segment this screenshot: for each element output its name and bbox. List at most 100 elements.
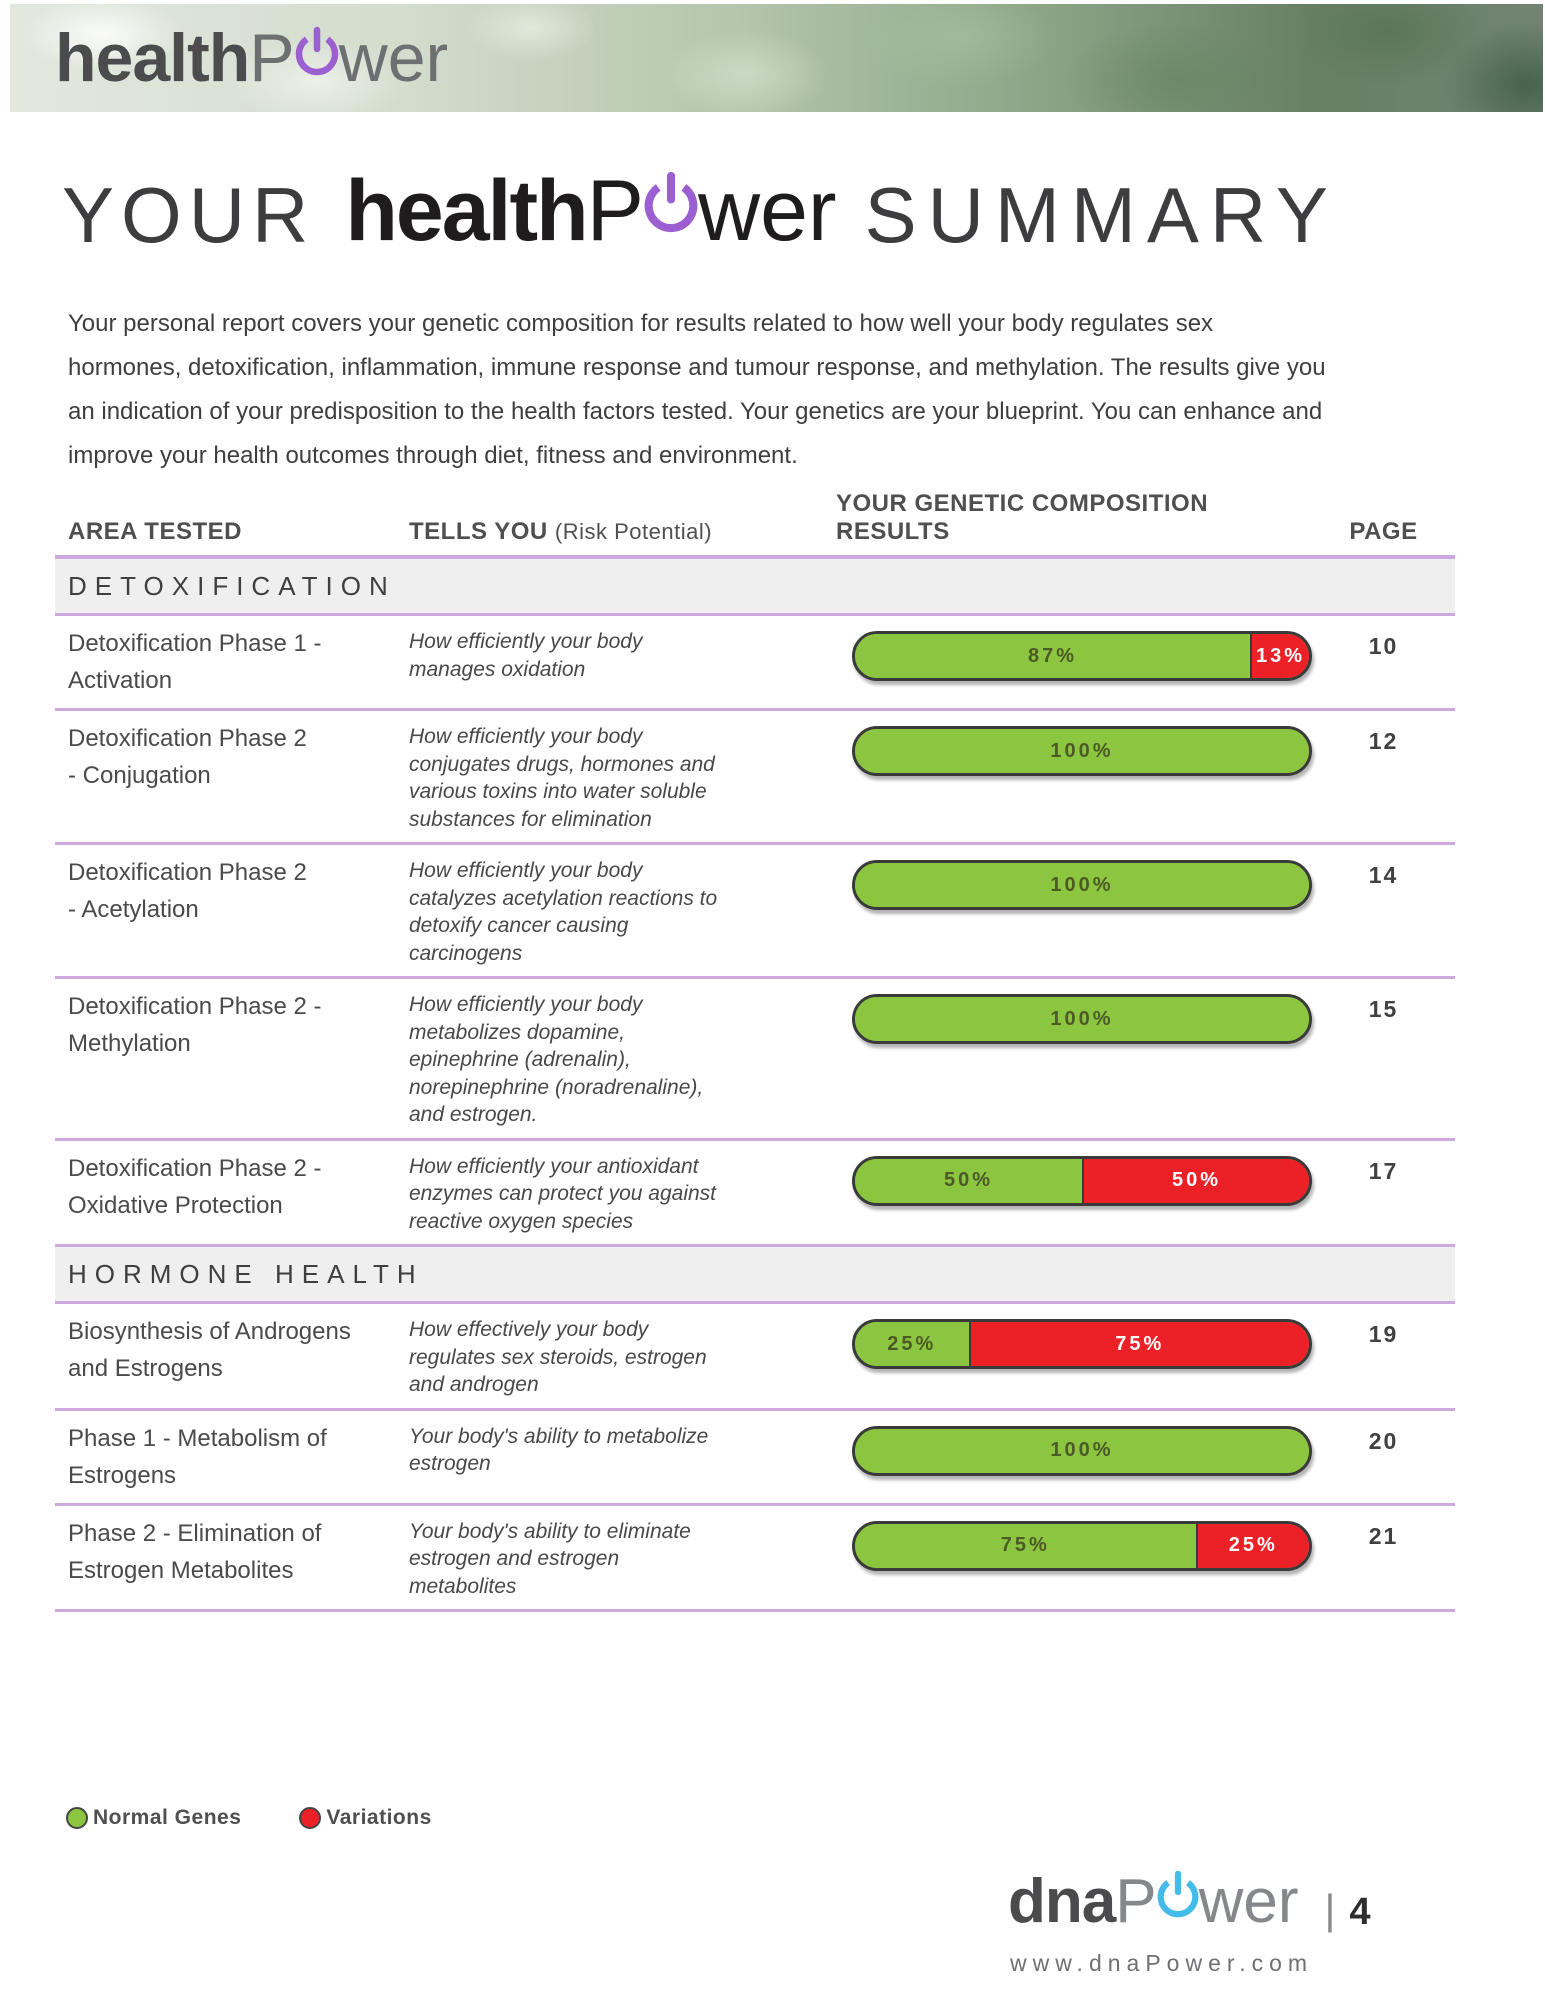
page-cell: 19 xyxy=(1368,1321,1399,1347)
section-header: HORMONE HEALTH xyxy=(55,1247,1455,1304)
area-tested-cell: Phase 2 - Elimination of Estrogen Metabol… xyxy=(68,1519,322,1584)
results-cell: 100% xyxy=(852,1420,1312,1494)
tells-you-cell: How effectively your body regulates sex s… xyxy=(409,1318,707,1396)
tells-you-cell: Your body's ability to eliminate estrogen… xyxy=(409,1519,691,1598)
bar-segment-variation: 50% xyxy=(1082,1158,1309,1203)
area-tested-cell: Phase 1 - Metabolism of Estrogens xyxy=(68,1424,327,1489)
table-row: Phase 2 - Elimination of Estrogen Metabol… xyxy=(55,1506,1455,1612)
bar-segment-normal: 100% xyxy=(855,863,1309,907)
tells-you-cell: How efficiently your body metabolizes dop… xyxy=(409,993,704,1126)
legend-item-variations: Variations xyxy=(299,1806,431,1830)
bar-segment-normal: 100% xyxy=(855,1428,1309,1473)
page-number: 4 xyxy=(1349,1891,1371,1933)
results-cell: 100% xyxy=(852,854,1312,967)
section-label: DETOXIFICATION xyxy=(68,570,396,601)
footer-brand: dna P wer | 4 xyxy=(1008,1868,1371,1933)
bar-segment-label: 100% xyxy=(1050,739,1114,762)
legend-label: Normal Genes xyxy=(93,1806,242,1829)
table-row: Biosynthesis of Androgens and Estrogens Ho… xyxy=(55,1304,1455,1411)
intro-line: Your personal report covers your genetic… xyxy=(68,310,1214,337)
page-number-group: | 4 xyxy=(1325,1889,1371,1933)
results-cell: 100% xyxy=(852,720,1312,833)
bar-segment-normal: 75% xyxy=(855,1523,1196,1568)
genetic-composition-bar: 50% 50% xyxy=(852,1155,1312,1206)
page-cell: 20 xyxy=(1368,1427,1399,1454)
footer-logo-dna: dna xyxy=(1008,1867,1116,1936)
intro-line: hormones, detoxification, inflammation, … xyxy=(68,354,1326,381)
title-your: YOUR xyxy=(62,171,316,259)
footer-logo-p: P xyxy=(1115,1867,1157,1936)
page-cell: 14 xyxy=(1368,862,1399,888)
area-tested-cell: Detoxification Phase 2- Conjugation xyxy=(68,725,307,789)
genetic-composition-bar: 100% xyxy=(852,860,1312,910)
title-wer: wer xyxy=(698,163,837,259)
title-health: health xyxy=(345,163,588,259)
bar-segment-variation: 13% xyxy=(1249,634,1309,678)
tells-you-cell: How efficiently your body catalyzes acety… xyxy=(409,859,718,965)
table-row: Detoxification Phase 2- Conjugation How e… xyxy=(55,711,1455,845)
bar-segment-normal: 50% xyxy=(855,1158,1082,1203)
bar-segment-normal: 100% xyxy=(855,997,1309,1041)
page-cell: 21 xyxy=(1368,1522,1399,1549)
bar-segment-label: 50% xyxy=(1171,1169,1222,1191)
column-header-area-tested: AREA TESTED xyxy=(68,518,242,545)
title-p: P xyxy=(586,163,644,259)
results-table-body: DETOXIFICATION Detoxification Phase 1 - Ac… xyxy=(55,559,1455,1612)
variations-dot-icon xyxy=(299,1807,322,1829)
tells-you-cell: Your body's ability to metabolize estroge… xyxy=(409,1424,709,1476)
area-tested-cell: Detoxification Phase 1 - Activation xyxy=(68,630,322,694)
bar-segment-label: 100% xyxy=(1050,873,1114,896)
page-cell: 12 xyxy=(1368,728,1399,754)
bar-segment-label: 100% xyxy=(1050,1439,1114,1461)
footer-logo-wer: wer xyxy=(1198,1867,1299,1936)
table-row: Phase 1 - Metabolism of Estrogens Your bod… xyxy=(55,1411,1455,1506)
page-number-divider: | xyxy=(1324,1886,1336,1933)
normal-genes-dot-icon xyxy=(66,1807,88,1829)
page-cell: 10 xyxy=(1368,633,1399,659)
genetic-composition-bar: 87% 13% xyxy=(852,631,1312,681)
area-tested-cell: Detoxification Phase 2- Acetylation xyxy=(68,859,307,923)
genetic-composition-bar: 75% 25% xyxy=(852,1520,1312,1571)
table-header-row: AREA TESTED TELLS YOU (Risk Potential) Y… xyxy=(55,490,1455,559)
healthpower-logo: health P wer xyxy=(55,24,448,92)
table-row: Detoxification Phase 1 - Activation How ef… xyxy=(55,616,1455,711)
results-cell: 25% 75% xyxy=(852,1313,1312,1399)
power-button-icon xyxy=(640,168,702,240)
column-header-tells-you: TELLS YOU (Risk Potential) xyxy=(409,518,713,545)
section-label: HORMONE HEALTH xyxy=(68,1258,424,1289)
results-cell: 87% 13% xyxy=(852,625,1312,699)
intro-paragraph: Your personal report covers your genetic… xyxy=(68,302,1326,478)
bar-segment-label: 75% xyxy=(1000,1534,1050,1556)
tells-you-cell: How efficiently your body manages oxidati… xyxy=(409,630,643,681)
bar-segment-normal: 100% xyxy=(855,729,1309,773)
area-tested-cell: Detoxification Phase 2 - Methylation xyxy=(68,993,322,1057)
genetic-composition-bar: 25% 75% xyxy=(852,1319,1312,1369)
page-title: YOUR health P wer SUMMARY xyxy=(62,168,1339,254)
area-tested-cell: Biosynthesis of Androgens and Estrogens xyxy=(68,1318,351,1382)
table-row: Detoxification Phase 2- Acetylation How e… xyxy=(55,845,1455,979)
bar-segment-label: 25% xyxy=(1228,1534,1278,1556)
genetic-composition-bar: 100% xyxy=(852,1425,1312,1476)
website-url: www.dnaPower.com xyxy=(1010,1950,1314,1976)
results-cell: 100% xyxy=(852,988,1312,1129)
legend-item-normal: Normal Genes xyxy=(66,1806,241,1830)
results-cell: 75% 25% xyxy=(852,1515,1312,1601)
results-cell: 50% 50% xyxy=(852,1150,1312,1236)
tells-you-cell: How efficiently your body conjugates drug… xyxy=(409,725,715,831)
page-cell: 15 xyxy=(1368,996,1399,1022)
genetic-composition-bar: 100% xyxy=(852,994,1312,1044)
table-row: Detoxification Phase 2 - Methylation How e… xyxy=(55,979,1455,1141)
section-header: DETOXIFICATION xyxy=(55,559,1455,616)
column-header-page: PAGE xyxy=(1349,518,1418,545)
bar-segment-label: 87% xyxy=(1027,644,1077,667)
area-tested-cell: Detoxification Phase 2 - Oxidative Protec… xyxy=(68,1154,322,1219)
legend: Normal Genes Variations xyxy=(66,1806,432,1830)
bar-segment-label: 13% xyxy=(1255,644,1305,667)
results-table: AREA TESTED TELLS YOU (Risk Potential) Y… xyxy=(55,490,1455,1612)
logo-text-p: P xyxy=(249,20,295,96)
power-button-icon xyxy=(1154,1868,1202,1924)
power-button-icon xyxy=(292,24,342,82)
column-header-risk-note: (Risk Potential) xyxy=(554,519,713,544)
genetic-composition-bar: 100% xyxy=(852,726,1312,776)
intro-line: improve your health outcomes through die… xyxy=(68,442,798,469)
